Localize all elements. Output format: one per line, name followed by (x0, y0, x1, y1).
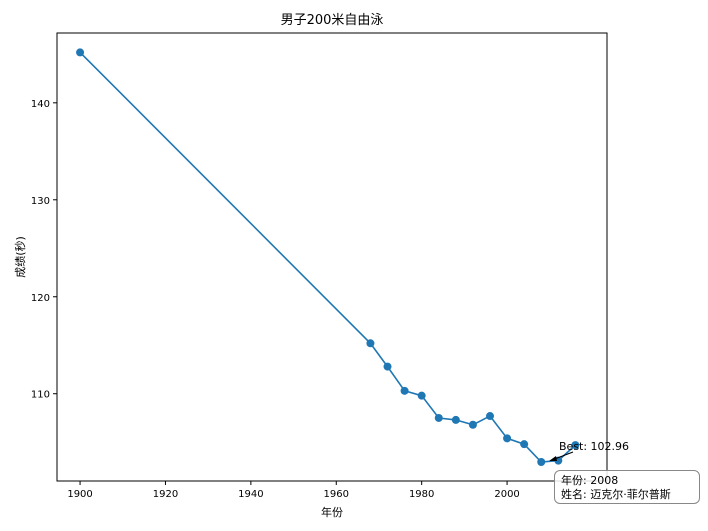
data-point-1900[interactable] (76, 48, 85, 57)
data-point-2004[interactable] (520, 440, 529, 449)
plot-frame (56, 32, 608, 482)
data-point-2000[interactable] (503, 434, 512, 443)
data-point-1992[interactable] (468, 420, 477, 429)
x-tick-label-1920: 1920 (153, 489, 178, 500)
data-point-1972[interactable] (383, 362, 392, 371)
y-tick-label-120: 120 (31, 293, 50, 304)
tooltip-year: 年份: 2008 (561, 474, 619, 487)
x-tick-label-1900: 1900 (67, 489, 92, 500)
data-point-1980[interactable] (417, 391, 426, 400)
chart-title: 男子200米自由泳 (281, 13, 384, 28)
data-point-1976[interactable] (400, 386, 409, 395)
annotation-layer: Best: 102.96 (549, 440, 629, 461)
tooltip: 年份: 2008 姓名: 迈克尔·菲尔普斯 (554, 470, 700, 504)
data-point-1996[interactable] (485, 412, 494, 421)
best-annotation-arrowhead (549, 456, 557, 461)
x-tick-label-1940: 1940 (238, 489, 263, 500)
data-point-1988[interactable] (451, 415, 460, 424)
tooltip-name: 姓名: 迈克尔·菲尔普斯 (561, 488, 671, 501)
series-layer (76, 48, 580, 466)
x-tick-label-2000: 2000 (494, 489, 519, 500)
ticks-layer: 1900 1920 1940 1960 1980 2000 110 120 130 140 (31, 99, 520, 500)
y-tick-label-110: 110 (31, 390, 50, 401)
plot-background (57, 33, 607, 481)
x-tick-label-1960: 1960 (324, 489, 349, 500)
x-axis-label: 年份 (321, 505, 343, 519)
series-line-0 (79, 51, 576, 463)
y-tick-label-130: 130 (31, 196, 50, 207)
best-annotation-label: Best: 102.96 (559, 440, 629, 453)
data-point-1968[interactable] (366, 339, 375, 348)
data-point-2016[interactable] (571, 441, 580, 450)
y-tick-label-140: 140 (31, 99, 50, 110)
data-point-2008[interactable] (537, 457, 546, 466)
data-point-1984[interactable] (434, 413, 443, 422)
y-axis-label: 成绩(秒) (13, 236, 27, 278)
x-tick-label-1980: 1980 (409, 489, 434, 500)
